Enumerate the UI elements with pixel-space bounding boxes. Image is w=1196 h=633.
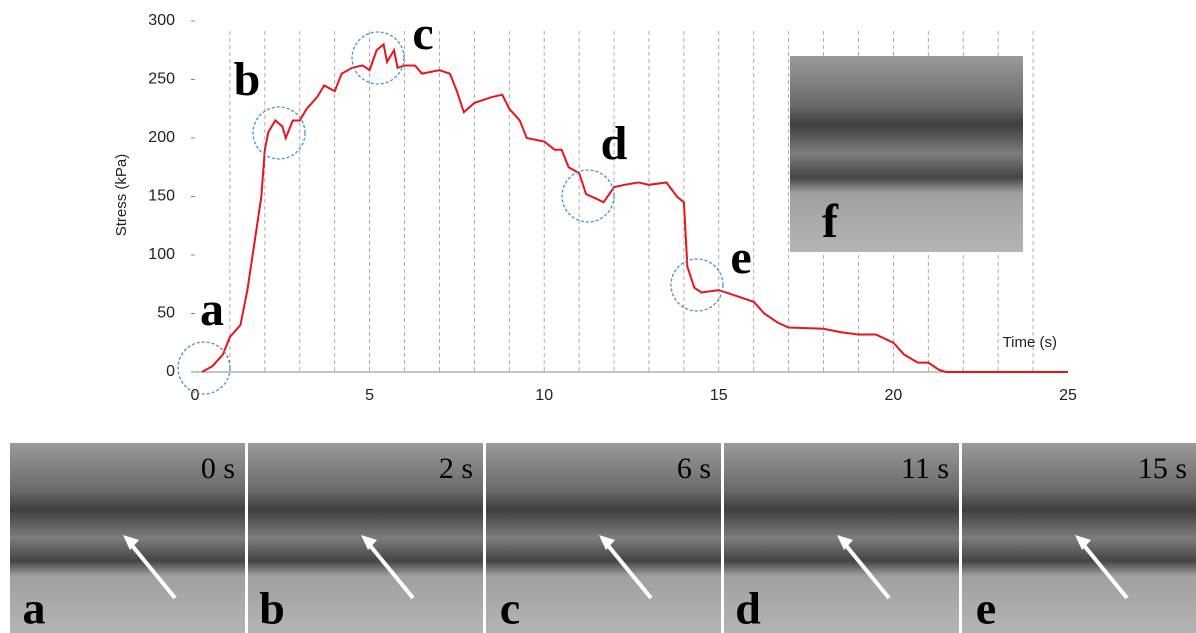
x-tick-label: 0 <box>191 387 200 404</box>
panel-letter: c <box>500 583 520 633</box>
y-tick-label: 0 <box>166 363 175 380</box>
x-tick-label: 15 <box>710 387 728 404</box>
annotation: a <box>200 283 224 336</box>
annotation: c <box>412 7 433 60</box>
arrow-head <box>361 535 377 550</box>
annotation: f <box>822 195 839 248</box>
arrow-head <box>837 535 853 550</box>
x-tick-label: 10 <box>535 387 553 404</box>
arrow <box>604 541 653 600</box>
y-tick-label: 50 <box>157 305 175 322</box>
x-tick-label: 5 <box>365 387 374 404</box>
arrow-head <box>599 535 615 550</box>
panel-letter: b <box>259 583 285 633</box>
annotation: b <box>234 53 261 106</box>
panel-time: 2 s <box>439 452 473 485</box>
arrow <box>128 541 177 600</box>
y-tick-label: 200 <box>148 129 175 146</box>
panel-time: 6 s <box>677 452 711 485</box>
arrow <box>366 541 415 600</box>
data-line <box>201 42 1068 373</box>
highlight-circles <box>177 31 724 395</box>
y-axis-label: Stress (kPa) <box>113 154 130 237</box>
annotation: d <box>601 117 628 170</box>
arrow <box>842 541 891 600</box>
y-tick-label: 150 <box>148 188 175 205</box>
panel-letter: a <box>23 583 46 633</box>
panel-letter: d <box>735 583 761 633</box>
panel-time: 15 s <box>1138 452 1187 485</box>
x-axis-label: Time (s) <box>1003 334 1057 351</box>
x-tick-label: 25 <box>1059 387 1077 404</box>
annotation: e <box>730 231 751 284</box>
arrow-head <box>1075 535 1091 550</box>
arrow-head <box>123 535 139 550</box>
panel-letter: e <box>976 583 996 633</box>
panels: 0 s a 2 s b 6 s c 11 s d 15 s e <box>10 443 1196 633</box>
y-tick-label: 300 <box>148 12 175 29</box>
y-tick-label: 250 <box>148 71 175 88</box>
inset-image <box>790 56 1023 252</box>
panel-time: 11 s <box>901 452 949 485</box>
y-tick-label: 100 <box>148 246 175 263</box>
x-tick-label: 20 <box>885 387 903 404</box>
arrow <box>1080 541 1129 600</box>
panel-time: 0 s <box>201 452 235 485</box>
